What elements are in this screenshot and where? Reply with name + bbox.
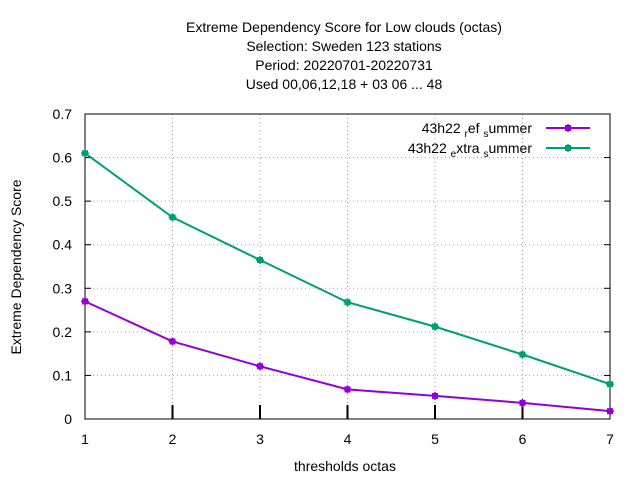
y-axis-label: Extreme Dependency Score — [8, 179, 24, 354]
x-tick-label: 7 — [606, 431, 614, 447]
legend-label: 43h22 ref summer — [422, 120, 533, 140]
data-point — [81, 297, 89, 306]
x-tick-label: 6 — [519, 431, 527, 447]
y-tick-label: 0.2 — [53, 324, 73, 340]
y-tick-label: 0.6 — [53, 150, 73, 166]
grid — [85, 114, 610, 419]
legend-item: 43h22 ref summer — [422, 120, 590, 140]
data-point — [431, 391, 439, 400]
series-43h22_extra_summer — [81, 149, 614, 389]
data-point — [343, 298, 352, 307]
data-point — [168, 213, 177, 222]
legend-item: 43h22 extra summer — [408, 140, 590, 160]
ticks — [85, 113, 610, 420]
x-tick-label: 1 — [81, 431, 89, 447]
title-line-1: Extreme Dependency Score for Low clouds … — [186, 19, 502, 35]
legend-marker — [564, 124, 572, 132]
title-line-3: Period: 20220701-20220731 — [255, 57, 433, 73]
y-tick-label: 0.7 — [53, 106, 73, 122]
y-tick-label: 0.5 — [53, 193, 73, 209]
series-line — [84, 152, 611, 386]
chart-title: Extreme Dependency Score for Low clouds … — [186, 19, 502, 92]
x-tick-label: 3 — [256, 431, 264, 447]
data-point — [256, 362, 264, 371]
legend-marker — [564, 144, 572, 152]
data-point — [518, 398, 527, 407]
y-tick-label: 0.4 — [53, 237, 73, 253]
y-tick-label: 0.1 — [53, 367, 73, 383]
data-point — [168, 337, 177, 346]
title-line-4: Used 00,06,12,18 + 03 06 ... 48 — [246, 76, 443, 92]
x-tick-label: 5 — [431, 431, 439, 447]
data-point — [606, 380, 614, 389]
x-axis-label: thresholds octas — [294, 458, 396, 474]
y-tick-label: 0 — [64, 411, 72, 427]
series — [81, 149, 614, 416]
data-point — [518, 350, 527, 359]
x-tick-label: 4 — [344, 431, 352, 447]
series-43h22_ref_summer — [81, 297, 614, 416]
title-line-2: Selection: Sweden 123 stations — [246, 38, 441, 54]
y-tick-label: 0.3 — [53, 280, 73, 296]
data-point — [343, 385, 352, 394]
data-point — [431, 322, 439, 331]
data-point — [256, 255, 264, 264]
x-tick-label: 2 — [169, 431, 177, 447]
tick-labels: 0 0.1 0.2 0.3 0.4 0.5 0.6 0.7 1 2 3 4 5 6 7 — [53, 106, 615, 447]
legend-label: 43h22 extra summer — [408, 140, 533, 160]
data-point — [606, 407, 614, 416]
data-point — [81, 149, 89, 158]
